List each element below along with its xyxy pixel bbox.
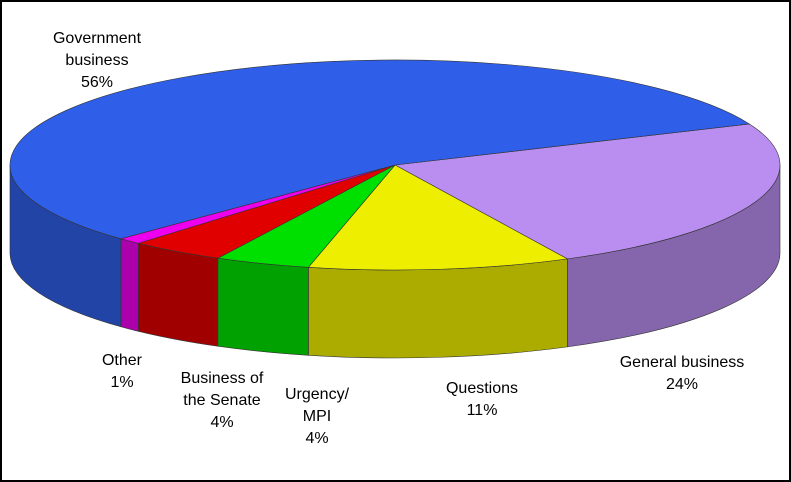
category-label: Government business	[52, 30, 142, 69]
slice-label: Questions 11%	[427, 378, 537, 422]
value-label: 11%	[466, 402, 498, 419]
value-label: 1%	[110, 374, 134, 391]
value-label: 4%	[210, 414, 234, 431]
category-label: General business	[619, 354, 745, 371]
slice-side	[138, 242, 219, 347]
slice-side	[217, 257, 309, 356]
slice-label: Business of the Senate 4%	[172, 368, 272, 434]
value-label: 24%	[665, 376, 699, 393]
slice-label: Government business 56%	[42, 28, 152, 94]
slice-side	[308, 258, 568, 359]
slice-label: General business 24%	[592, 352, 772, 396]
slice	[9, 59, 751, 240]
slice-label: Urgency/ MPI 4%	[282, 384, 352, 450]
value-label: 4%	[305, 430, 329, 447]
category-label: Urgency/ MPI	[284, 386, 350, 425]
slice-label: Other 1%	[92, 350, 152, 394]
slice-side	[120, 238, 139, 332]
category-label: Other	[101, 352, 142, 369]
category-label: Questions	[445, 380, 519, 397]
value-label: 56%	[80, 74, 114, 91]
category-label: Business of the Senate	[180, 370, 264, 409]
slice	[394, 123, 781, 260]
